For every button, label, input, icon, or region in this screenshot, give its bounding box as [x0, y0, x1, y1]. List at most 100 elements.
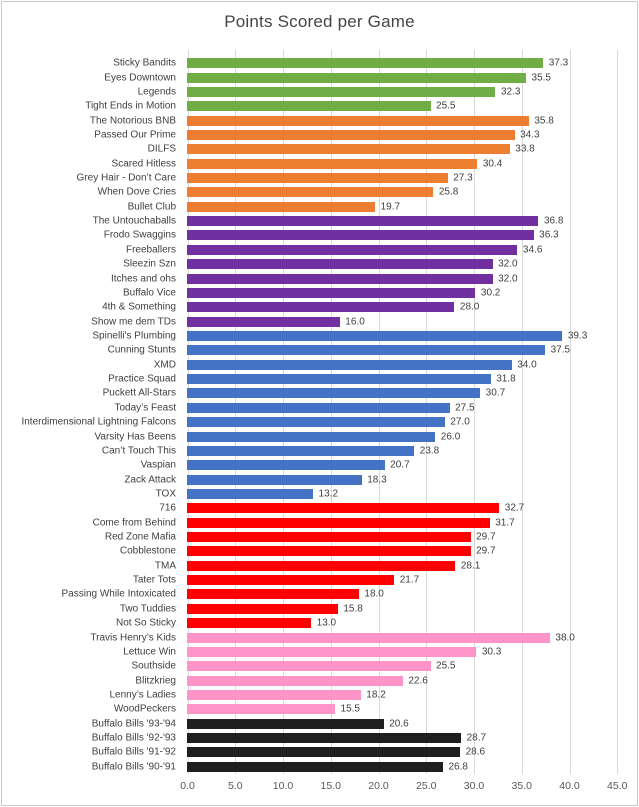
- gridline: [521, 50, 523, 774]
- x-axis-tick-label: 20.0: [368, 780, 389, 792]
- bar: [187, 72, 527, 83]
- bar-row: Puckett All-Stars 30.7: [2, 386, 637, 400]
- category-label: Lettuce Win: [123, 646, 176, 658]
- bar-row: Travis Henry’s Kids 38.0: [2, 630, 637, 644]
- bar: [187, 345, 546, 356]
- bar-row: Show me dem TDs 16.0: [2, 314, 637, 328]
- x-axis-tick-label: 30.0: [463, 780, 485, 792]
- bar: [187, 244, 518, 255]
- category-label: Today’s Feast: [114, 402, 176, 414]
- bar: [187, 273, 493, 284]
- value-label: 13.0: [316, 617, 337, 629]
- bar-row: Today’s Feast 27.5: [2, 401, 637, 415]
- bar-row: Legends 32.3: [2, 85, 637, 99]
- category-label: Not So Sticky: [115, 617, 176, 629]
- value-label: 33.8: [515, 143, 535, 155]
- category-label: Freeballers: [125, 244, 176, 256]
- category-label: Legends: [137, 86, 176, 98]
- bar-row: Can’t Touch This 23.8: [2, 444, 637, 458]
- bar-row: TOX 13.2: [2, 487, 637, 501]
- value-label: 22.6: [408, 675, 428, 687]
- bar: [187, 144, 510, 155]
- category-label: Puckett All-Stars: [102, 387, 176, 399]
- bar: [187, 733, 462, 744]
- category-label: Cobblestone: [119, 545, 176, 557]
- value-label: 34.3: [520, 129, 540, 141]
- category-label: Can’t Touch This: [101, 445, 176, 457]
- bar: [187, 374, 491, 385]
- value-label: 36.3: [539, 229, 559, 241]
- value-label: 31.7: [495, 517, 515, 529]
- x-axis-tick-label: 15.0: [320, 780, 341, 792]
- bar-row: Southside 25.5: [2, 659, 637, 673]
- value-label: 36.8: [543, 215, 564, 227]
- bar: [187, 331, 563, 341]
- category-label: Interdimensional Lightning Falcons: [21, 416, 176, 428]
- category-label: Show me dem TDs: [91, 316, 176, 328]
- bar-row: Blitzkrieg 22.6: [2, 673, 637, 687]
- bar: [187, 402, 450, 413]
- bar-row: 716 32.7: [2, 501, 637, 515]
- category-label: The Notorious BNB: [89, 115, 176, 127]
- category-label: Scared Hitless: [111, 158, 176, 170]
- bar-row: Passing While Intoxicated 18.0: [2, 587, 637, 601]
- bar: [187, 503, 500, 514]
- bar-row: Tater Tots 21.7: [2, 573, 637, 587]
- bar-row: Grey Hair - Don’t Care 27.3: [2, 171, 637, 185]
- category-label: XMD: [153, 359, 176, 371]
- value-label: 15.8: [343, 603, 363, 615]
- value-label: 30.3: [481, 646, 502, 658]
- bar: [187, 445, 415, 456]
- value-label: 34.6: [522, 244, 543, 256]
- bar-row: Buffalo Bills '93-'94 20.6: [2, 717, 637, 731]
- value-label: 28.1: [460, 560, 481, 572]
- bar-row: DILFS 33.8: [2, 142, 637, 156]
- bar: [187, 417, 445, 428]
- bar: [187, 460, 385, 471]
- value-label: 20.7: [390, 459, 410, 471]
- value-label: 30.7: [485, 387, 506, 399]
- category-label: The Untouchaballs: [92, 215, 176, 227]
- bar-row: Vaspian 20.7: [2, 458, 637, 472]
- bar: [187, 129, 515, 140]
- bar-row: XMD 34.0: [2, 358, 637, 372]
- value-label: 34.0: [517, 359, 537, 371]
- bar: [187, 359, 512, 370]
- category-label: When Dove Cries: [97, 186, 176, 198]
- bar: [187, 474, 362, 485]
- bar: [187, 230, 534, 241]
- x-axis-tick-label: 45.0: [607, 780, 628, 792]
- bar: [187, 532, 471, 543]
- bar-row: Frodo Swaggins 36.3: [2, 228, 637, 242]
- value-label: 37.5: [550, 344, 571, 356]
- category-label: Varsity Has Beens: [94, 431, 176, 443]
- value-label: 29.7: [476, 531, 496, 543]
- bar: [187, 316, 340, 327]
- category-label: 4th & Something: [102, 301, 176, 313]
- category-label: Grey Hair - Don’t Care: [76, 172, 176, 184]
- bar-row: Eyes Downtown 35.5: [2, 70, 637, 84]
- value-label: 28.7: [466, 732, 487, 744]
- value-label: 32.7: [504, 502, 525, 514]
- bar: [187, 115, 529, 126]
- x-axis-tick-label: 5.0: [227, 780, 243, 792]
- bar: [187, 517, 490, 528]
- value-label: 16.0: [345, 316, 365, 328]
- category-label: Buffalo Bills '90-'91: [91, 761, 176, 773]
- value-label: 37.3: [548, 57, 569, 69]
- bar-row: Spinelli's Plumbing 39.3: [2, 329, 637, 343]
- gridline: [474, 50, 475, 774]
- bar: [187, 388, 481, 399]
- bar: [187, 718, 384, 729]
- value-label: 32.0: [498, 273, 518, 285]
- category-label: Two Tuddies: [119, 603, 176, 615]
- category-label: TOX: [155, 488, 176, 500]
- bar: [187, 86, 496, 97]
- bar: [187, 488, 314, 499]
- bar-row: Buffalo Bills '91-'92 28.6: [2, 745, 637, 759]
- bar-row: Buffalo Bills '92-'93 28.7: [2, 731, 637, 745]
- bar: [187, 173, 448, 184]
- value-label: 32.3: [500, 86, 521, 98]
- category-label: Bullet Club: [127, 201, 176, 213]
